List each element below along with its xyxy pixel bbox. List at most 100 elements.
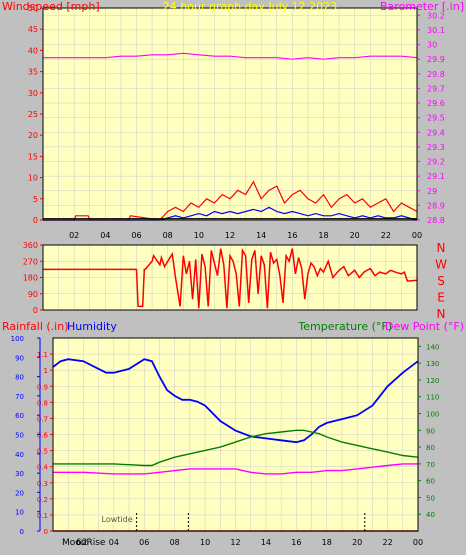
series-humidity — [52, 358, 419, 444]
tick-label: 29.5 — [427, 114, 445, 123]
tick-label: 45 — [28, 25, 38, 34]
tick-label: 80 — [15, 374, 24, 382]
tick-label: 0.5 — [37, 448, 48, 456]
left-axis-ticks: 0 5 10 15 20 25 30 35 40 45 50 — [28, 4, 43, 225]
tick-label: 20 — [15, 489, 24, 497]
series-wind-gust — [43, 180, 418, 221]
rainfall-axis-ticks: 0 0.1 0.2 0.3 0.4 0.5 0.6 0.7 0.8 0.9 1 1.1 — [37, 351, 53, 536]
tick-label: 270 — [23, 257, 38, 266]
tick-label: 100 — [426, 411, 439, 419]
tick-label: 90 — [28, 290, 38, 299]
right-axis-label: Barometer [.in] — [380, 0, 464, 13]
series-dew-point — [53, 463, 418, 475]
temperature-axis-ticks: 40 50 60 70 80 90 100 110 120 130 140 — [418, 343, 439, 519]
tick-label: 30 — [427, 41, 437, 50]
tick-label: 70 — [15, 393, 24, 401]
tick-label: 360 — [23, 241, 38, 250]
hour-label: 22 — [381, 231, 391, 240]
tick-label: 100 — [11, 335, 24, 343]
left-axis-label-2: Humidity — [67, 320, 117, 333]
hour-label: 22 — [382, 538, 392, 547]
tick-label: 29.8 — [427, 70, 445, 79]
tick-label: 5 — [33, 195, 38, 204]
tick-label: 130 — [426, 360, 439, 368]
tick-label: 0.7 — [37, 415, 48, 423]
tick-label: 30 — [28, 89, 38, 98]
tick-label: 0 — [33, 216, 38, 225]
hour-label: 02 — [69, 231, 79, 240]
hour-label: 08 — [170, 538, 180, 547]
tick-label: 90 — [15, 354, 24, 362]
tick-label: 40 — [15, 451, 24, 459]
tick-label: 29.4 — [427, 128, 445, 137]
tick-label: 0.1 — [37, 512, 48, 520]
hour-label: 04 — [100, 231, 110, 240]
tick-label: 0 — [33, 306, 38, 315]
left-axis-ticks: 0 90 180 270 360 — [23, 241, 43, 315]
tick-label: 35 — [28, 68, 38, 77]
left-axis-label: Rainfall (.in) — [2, 320, 69, 333]
tick-label: 60 — [426, 478, 435, 486]
series-lines — [43, 247, 418, 309]
right-axis-ticks: 28.8 28.9 29 29.1 29.2 29.3 29.4 29.5 29.6 29.7 29… — [417, 11, 445, 225]
hour-label: 04 — [109, 538, 119, 547]
tick-label: 0.2 — [37, 496, 48, 504]
tick-label: 25 — [28, 110, 38, 119]
tick-label: 30.2 — [427, 11, 445, 20]
hour-label: 00 — [412, 231, 422, 240]
tick-label: 29.6 — [427, 99, 445, 108]
chart-title: 24 hour graph day July 12 2023 — [163, 0, 337, 13]
compass-label: S — [437, 274, 445, 288]
right-axis-label: Temperature (°F) — [297, 320, 392, 333]
compass-label: E — [437, 291, 445, 305]
event-marker-label: Lowtide — [102, 515, 133, 524]
tick-label: 0.6 — [37, 432, 49, 440]
tick-label: 90 — [426, 427, 435, 435]
tick-label: 29.2 — [427, 158, 445, 167]
tick-label: 0 — [44, 528, 48, 536]
tick-label: 29.1 — [427, 172, 445, 181]
hour-label: 10 — [200, 538, 210, 547]
right-axis-label-2: Dew Point (°F) — [385, 320, 464, 333]
tick-label: 28.8 — [427, 216, 445, 225]
moonrise-label: MoonRise — [62, 538, 106, 548]
tick-label: 120 — [426, 377, 439, 385]
hour-label: 18 — [318, 231, 328, 240]
tick-label: 20 — [28, 131, 38, 140]
tick-label: 15 — [28, 152, 38, 161]
tick-label: 1 — [44, 367, 48, 375]
tick-label: 29 — [427, 187, 437, 196]
tick-label: 29.9 — [427, 55, 445, 64]
series-lines — [43, 52, 418, 221]
grid — [43, 8, 417, 221]
grid — [53, 338, 418, 532]
tick-label: 40 — [28, 46, 38, 55]
series-barometer — [43, 52, 418, 60]
tick-label: 30.1 — [427, 26, 445, 35]
tick-label: 110 — [426, 394, 439, 402]
hour-label: 18 — [322, 538, 332, 547]
left-axis-label: Windspeed [mph] — [2, 0, 100, 13]
tick-label: 0 — [20, 528, 24, 536]
x-axis-ticks: 04 06 08 10 12 14 16 18 20 22 00 — [109, 538, 423, 547]
x-axis-ticks: 02 04 06 08 10 12 14 16 18 20 22 00 — [69, 231, 422, 240]
hour-label: 08 — [163, 231, 173, 240]
tick-label: 28.9 — [427, 201, 445, 210]
tick-label: 10 — [28, 174, 38, 183]
compass-label: N — [437, 307, 446, 321]
event-markers: Lowtide — [102, 513, 366, 531]
tick-label: 0.4 — [37, 464, 49, 472]
tick-label: 40 — [426, 511, 435, 519]
hour-label: 14 — [256, 231, 266, 240]
tick-label: 70 — [426, 461, 435, 469]
tick-label: 30 — [15, 470, 24, 478]
tick-label: 0.3 — [37, 480, 48, 488]
hour-label: 14 — [261, 538, 271, 547]
tick-label: 1.1 — [37, 351, 48, 359]
series-wind-speed — [43, 206, 418, 221]
